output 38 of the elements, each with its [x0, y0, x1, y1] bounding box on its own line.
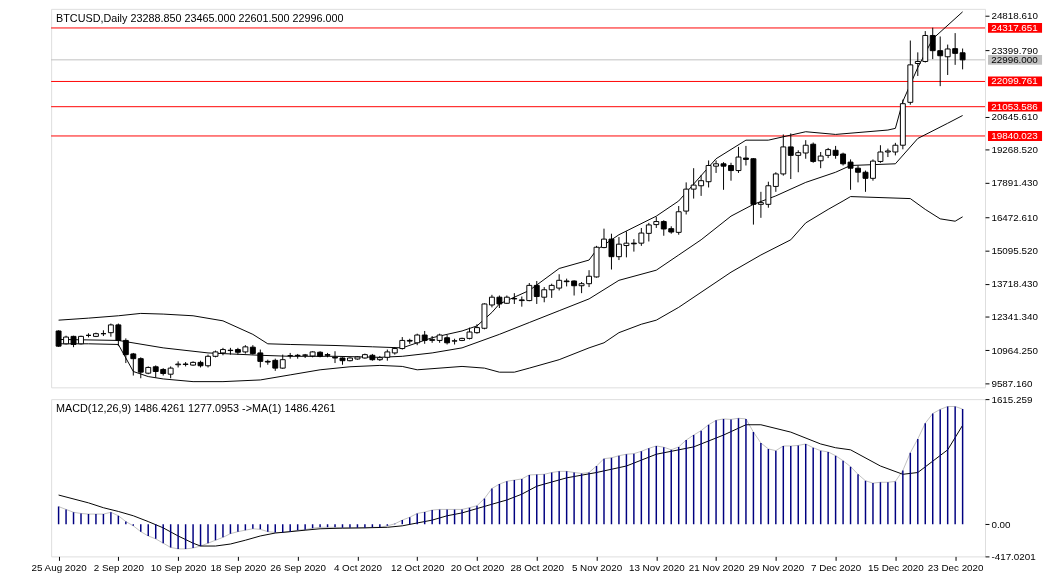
chart-title: MACD(12,26,9) 1486.4261 1277.0953 ->MA(1) 1486.4261: [56, 401, 336, 414]
y-tick-label: 9587.160: [991, 377, 1033, 389]
y-tick-label: 15095.520: [991, 244, 1039, 256]
y-tick-label: 23399.790: [991, 44, 1039, 56]
x-tick-label: 4 Oct 2020: [333, 561, 383, 573]
x-tick-label: 29 Nov 2020: [748, 561, 805, 573]
y-tick-label: 0.00: [991, 518, 1012, 530]
x-tick-label: 28 Oct 2020: [510, 561, 565, 573]
x-tick-label: 5 Nov 2020: [571, 561, 623, 573]
x-tick-label: 26 Sep 2020: [270, 561, 327, 573]
x-tick-label: 10 Sep 2020: [150, 561, 208, 573]
y-tick-label: 20645.610: [991, 110, 1039, 122]
y-tick-label: 24818.610: [991, 10, 1039, 22]
x-tick-label: 13 Nov 2020: [628, 561, 686, 573]
candlestick: [959, 48, 966, 70]
x-tick-label: 15 Dec 2020: [868, 561, 925, 573]
ref-line-label: 22099.761: [991, 75, 1038, 87]
x-tick-label: 7 Dec 2020: [810, 561, 862, 573]
x-tick-label: 20 Oct 2020: [450, 561, 505, 573]
chart-title: BTCUSD,Daily 23288.850 23465.000 22601.500 22996.000: [56, 11, 344, 24]
ref-line-label: 24317.651: [991, 21, 1038, 33]
y-tick-label: 16472.610: [991, 211, 1039, 223]
x-tick-label: 12 Oct 2020: [390, 561, 446, 573]
ref-line-label: 22996.000: [991, 53, 1039, 65]
x-tick-label: 2 Sep 2020: [93, 561, 145, 573]
y-tick-label: 17891.430: [991, 177, 1039, 189]
y-tick-label: 13718.430: [991, 278, 1039, 290]
y-tick-label: 19268.520: [991, 144, 1039, 156]
y-tick-label: 12341.340: [991, 311, 1039, 323]
ref-line-label: 19840.023: [991, 129, 1039, 141]
y-tick-label: -417.0201: [991, 550, 1036, 562]
ref-line-label: 21053.586: [991, 100, 1039, 112]
x-tick-label: 18 Sep 2020: [210, 561, 267, 573]
y-tick-label: 10964.250: [991, 344, 1039, 356]
x-tick-label: 25 Aug 2020: [31, 561, 88, 573]
y-tick-label: 1615.259: [991, 393, 1033, 405]
x-tick-label: 21 Nov 2020: [688, 561, 745, 573]
x-tick-label: 23 Dec 2020: [927, 561, 985, 573]
